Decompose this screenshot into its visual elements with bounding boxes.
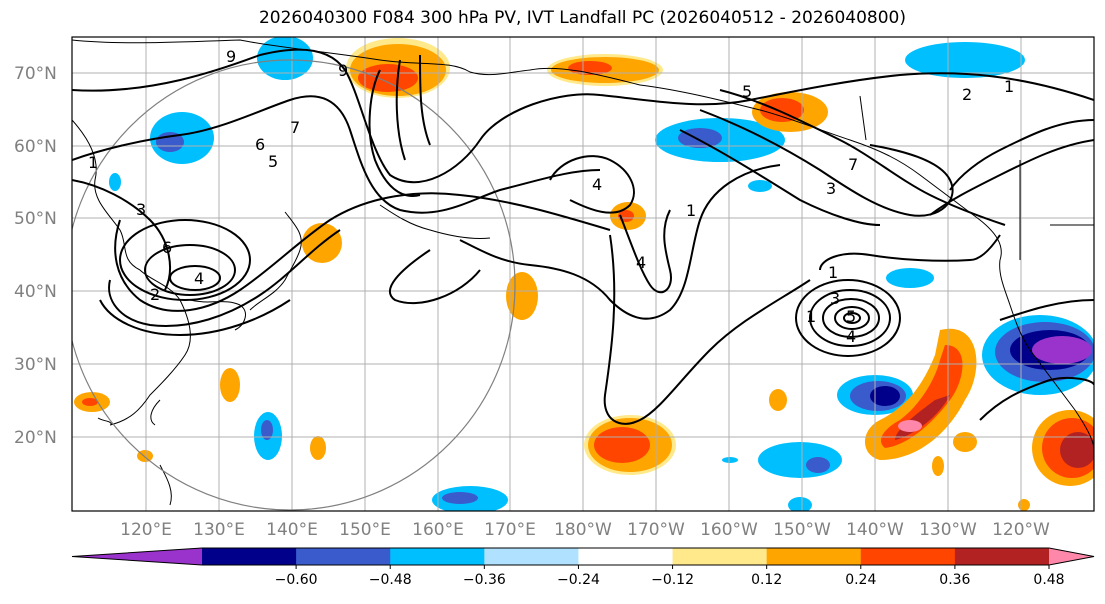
- contour-label: 7: [290, 118, 300, 137]
- range-circle: [72, 59, 516, 511]
- colorbar-tick-label: −0.24: [557, 572, 600, 588]
- lon-label: 120°W: [992, 520, 1050, 540]
- contour-label: 9: [226, 47, 236, 66]
- colorbar-tick-label: 0.24: [845, 572, 876, 588]
- contour-labels: 9 9 7 6 5 1 6 4 3 2 5 2 1 4 3 7 1 1 3 5 …: [88, 47, 1014, 346]
- contour-label: 2: [150, 285, 160, 304]
- lon-label: 170°E: [484, 520, 536, 540]
- lat-label: 60°N: [14, 137, 57, 157]
- lon-label: 120°E: [120, 520, 172, 540]
- colorbar-segment: [296, 548, 391, 565]
- lon-label: 140°W: [846, 520, 904, 540]
- contour-label: 1: [1004, 77, 1014, 96]
- contour-label: 1: [828, 263, 838, 282]
- colorbar-segment: [860, 548, 956, 565]
- lat-label: 30°N: [14, 355, 57, 375]
- lon-label: 130°W: [919, 520, 977, 540]
- contour-label: 4: [592, 175, 602, 194]
- map-content: 9 9 7 6 5 1 6 4 3 2 5 2 1 4 3 7 1 1 3 5 …: [72, 37, 1094, 511]
- lon-label: 170°W: [627, 520, 685, 540]
- latitude-labels: 70°N 60°N 50°N 40°N 30°N 20°N: [14, 64, 57, 448]
- colorbar-tick-label: −0.12: [651, 572, 694, 588]
- lon-label: 130°E: [193, 520, 245, 540]
- colorbar-segment: [578, 548, 674, 565]
- colorbar: −0.60 −0.48 −0.36 −0.24 −0.12 0.12 0.24 0.36 0.4…: [71, 547, 1095, 588]
- map-frame: [71, 36, 1095, 512]
- colorbar-segment: [484, 548, 579, 565]
- lon-label: 160°E: [412, 520, 464, 540]
- contour-label: 4: [636, 253, 646, 272]
- lat-label: 40°N: [14, 282, 57, 302]
- colorbar-outline: [71, 547, 1095, 566]
- coastlines: [72, 39, 1094, 506]
- lon-label: 160°W: [700, 520, 758, 540]
- contour-label: 6: [162, 238, 172, 257]
- contour-label: 5: [742, 82, 752, 101]
- lon-label: 150°E: [339, 520, 391, 540]
- colorbar-tick-label: 0.36: [939, 572, 970, 588]
- contour-label: 1: [806, 307, 816, 326]
- negative-anomaly: [257, 37, 313, 80]
- contour-label: 4: [194, 269, 204, 288]
- lat-label: 20°N: [14, 428, 57, 448]
- lon-label: 180°W: [554, 520, 612, 540]
- contour-label: 3: [136, 200, 146, 219]
- pv-contours: [72, 48, 1094, 425]
- contour-label: 1: [88, 153, 98, 172]
- contour-label: 9: [338, 61, 348, 80]
- colorbar-segment: [672, 548, 768, 565]
- colorbar-tick-label: 0.12: [751, 572, 782, 588]
- colorbar-segment: [766, 548, 862, 565]
- colorbar-tick-label: −0.36: [463, 572, 506, 588]
- lon-label: 140°E: [266, 520, 318, 540]
- colorbar-extension-low: [72, 548, 202, 565]
- figure-title: 2026040300 F084 300 hPa PV, IVT Landfall…: [258, 8, 906, 28]
- lon-label: 150°W: [773, 520, 831, 540]
- contour-label: 3: [830, 289, 840, 308]
- contour-label: 6: [255, 135, 265, 154]
- colorbar-segment: [390, 548, 485, 565]
- lat-label: 50°N: [14, 209, 57, 229]
- contour-label: 2: [962, 85, 972, 104]
- contour-label: 4: [846, 327, 856, 346]
- contour-label: 7: [848, 155, 858, 174]
- contour-label: 5: [268, 152, 278, 171]
- colorbar-segment: [954, 548, 1050, 565]
- colorbar-tick-label: −0.48: [369, 572, 412, 588]
- longitude-labels: 120°E 130°E 140°E 150°E 160°E 170°E 180°…: [120, 520, 1050, 540]
- colorbar-segment: [202, 548, 297, 565]
- colorbar-tick-label: −0.60: [275, 572, 318, 588]
- contour-label: 5: [846, 307, 856, 326]
- colorbar-extension-high: [1049, 548, 1094, 565]
- lat-label: 70°N: [14, 64, 57, 84]
- contour-label: 3: [826, 179, 836, 198]
- colorbar-tick-label: 0.48: [1033, 572, 1064, 588]
- contour-label: 1: [686, 201, 696, 220]
